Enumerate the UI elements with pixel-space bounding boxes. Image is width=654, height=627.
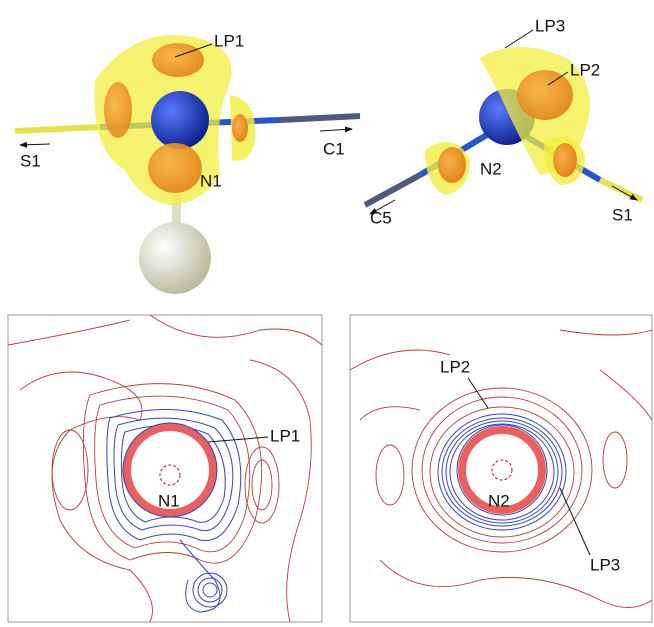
panel-c: LP1 N1	[8, 315, 322, 622]
label: N1	[200, 171, 222, 190]
label: C5	[370, 208, 392, 227]
label: LP2	[440, 357, 470, 376]
label: N1	[158, 491, 180, 510]
label: S1	[612, 205, 633, 224]
label: LP3	[535, 16, 565, 35]
label: LP3	[590, 555, 620, 574]
label: C1	[323, 139, 345, 158]
panel-b: LP3 LP2 N2 C5 S1	[365, 16, 642, 227]
panel-d: LP2 N2 LP3	[350, 315, 652, 622]
panel-a: LP1 S1 C1 N1	[15, 31, 360, 294]
figure: LP1 S1 C1 N1 LP3 LP2 N2 C5 S1	[0, 0, 654, 627]
label: LP1	[270, 426, 300, 445]
label: N2	[480, 159, 502, 178]
label: N2	[488, 491, 510, 510]
label: LP1	[214, 31, 244, 50]
label: S1	[20, 151, 41, 170]
label: LP2	[570, 60, 600, 79]
